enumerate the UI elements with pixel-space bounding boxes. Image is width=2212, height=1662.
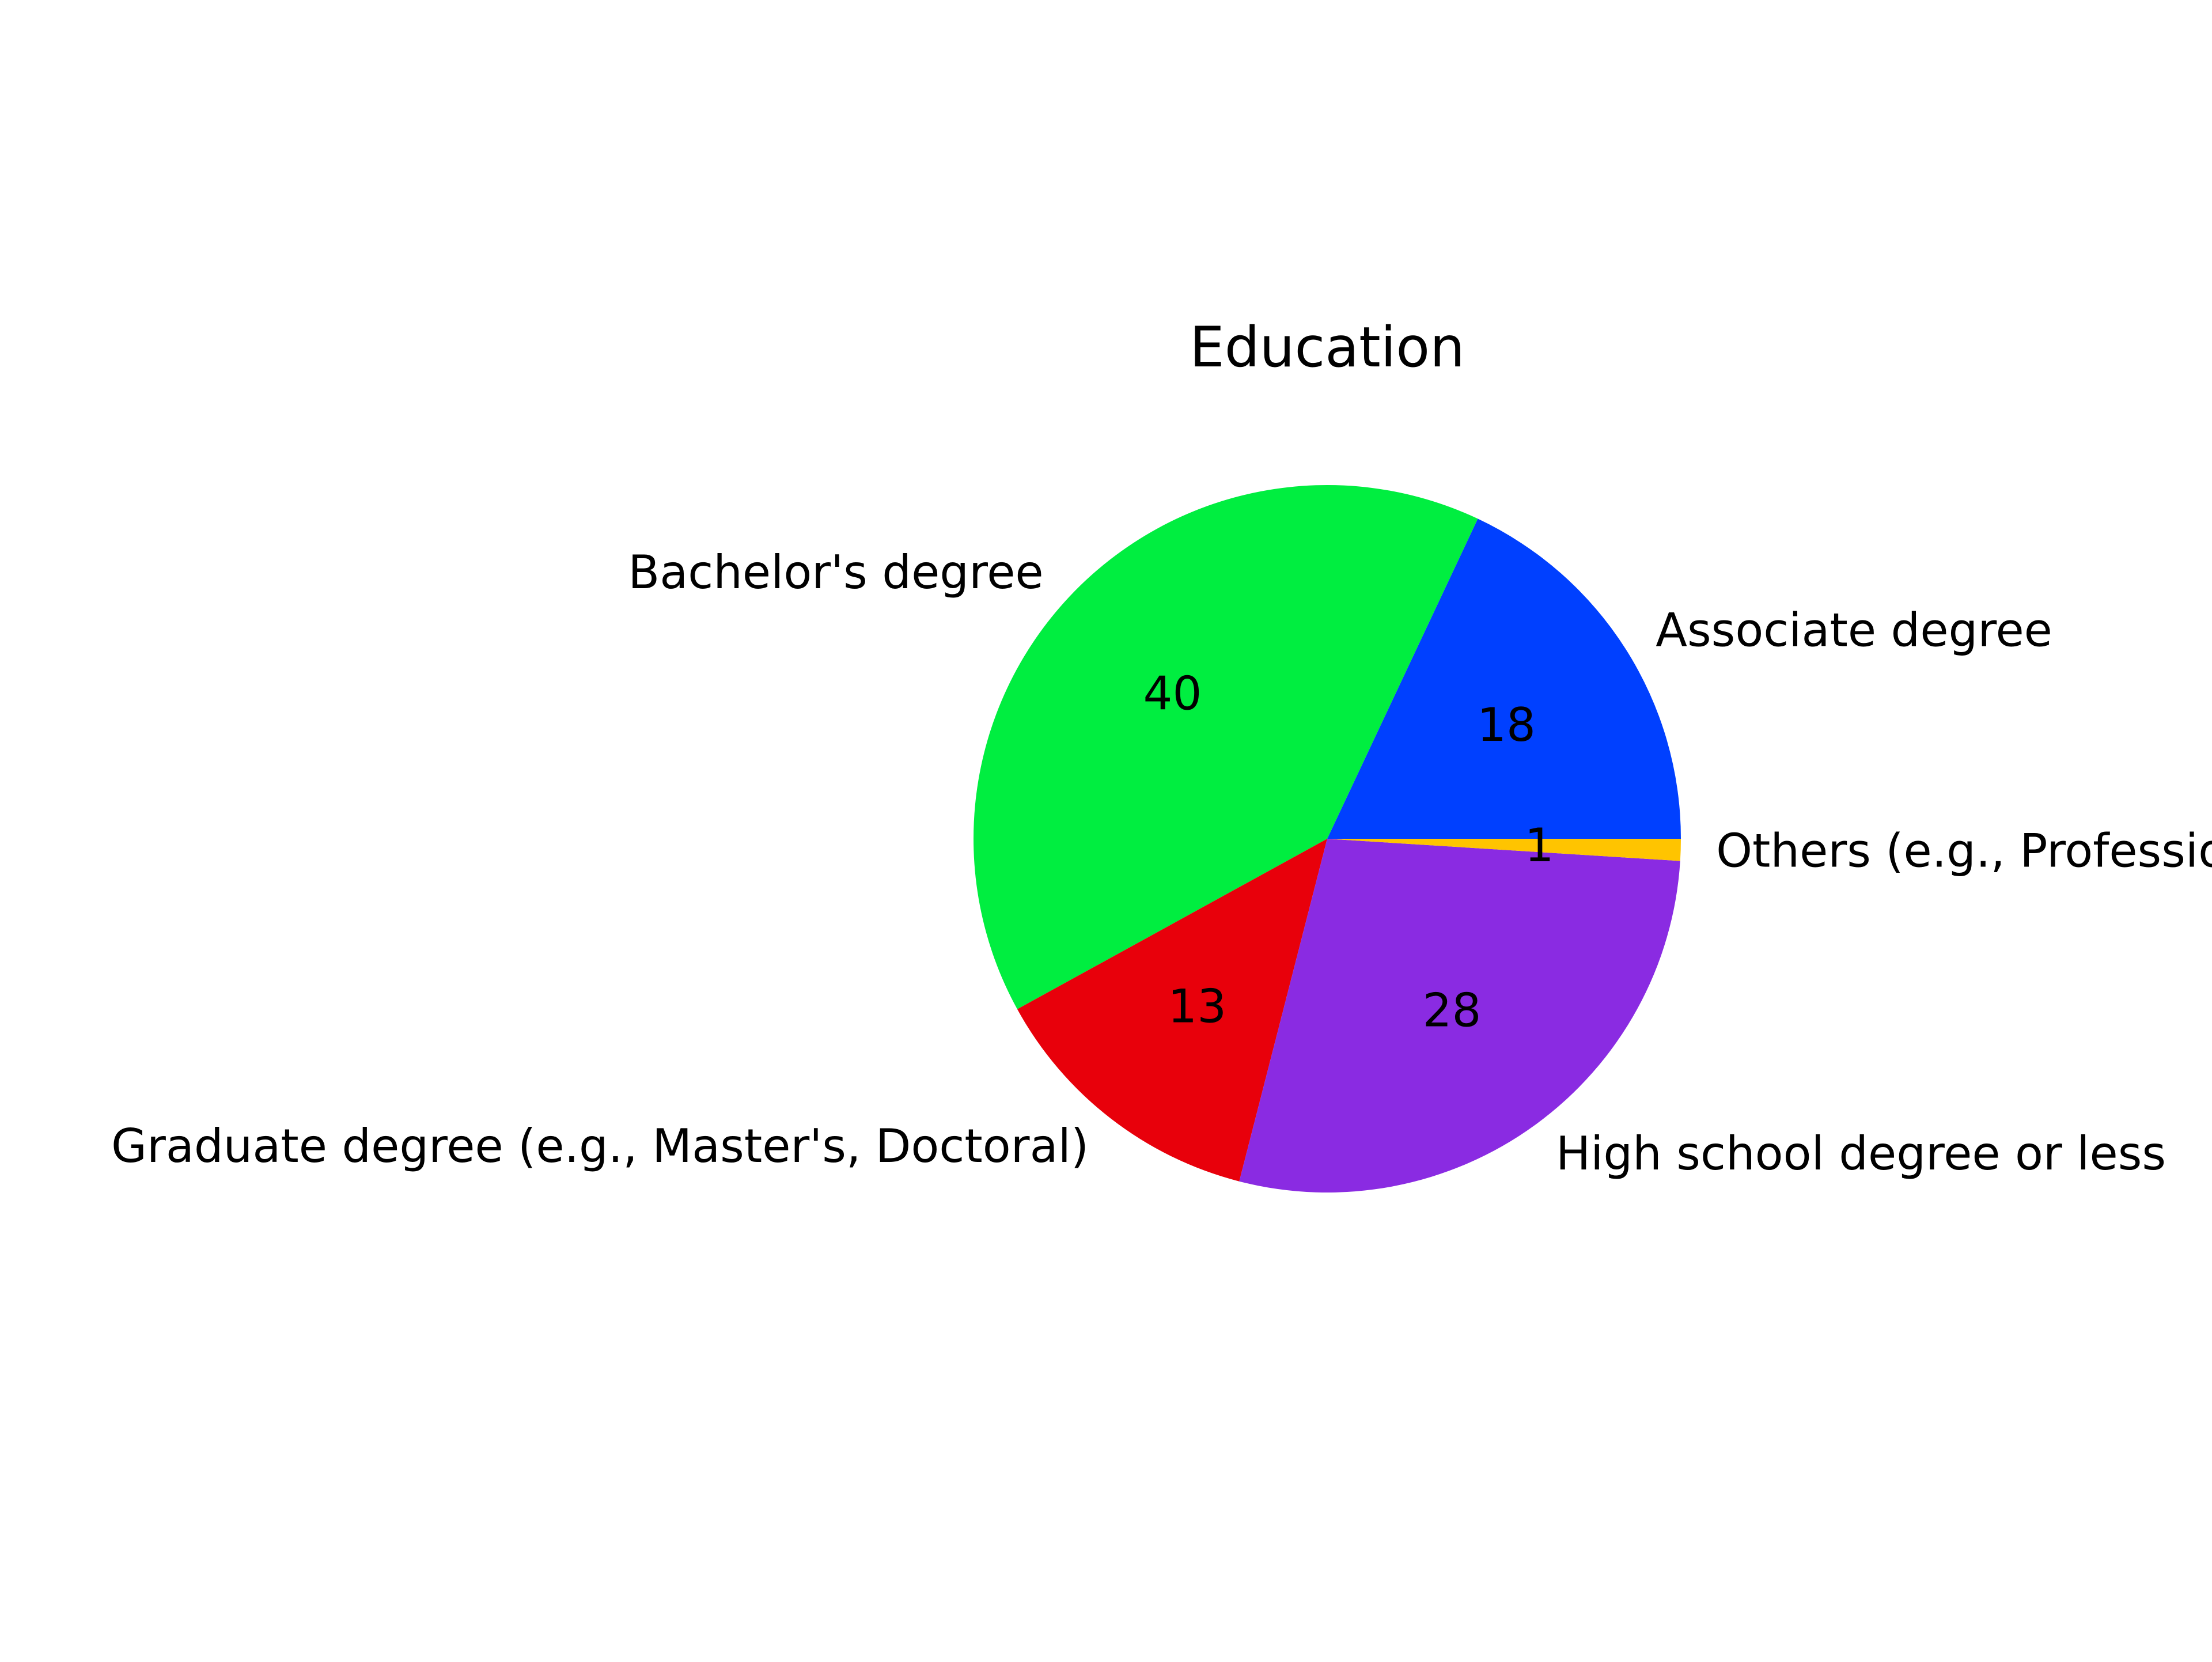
pie-slice-others-e-g-professional-degree bbox=[1327, 839, 1681, 861]
pie-slice-high-school-degree-or-less bbox=[1239, 839, 1680, 1192]
category-label-bachelor-s-degree: Bachelor's degree bbox=[628, 546, 1043, 599]
labels-layer: 18 Associate degree 40 Bachelor's degree 13 G… bbox=[111, 546, 2212, 1180]
category-label-graduate-degree-e-g-master-s-doctoral: Graduate degree (e.g., Master's, Doctora… bbox=[111, 1119, 1089, 1173]
pie-slice-associate-degree bbox=[1327, 518, 1681, 839]
chart-title: Education bbox=[1190, 315, 1465, 380]
value-label-high-school-degree-or-less: 28 bbox=[1423, 984, 1482, 1038]
slices-layer bbox=[974, 484, 1681, 1192]
category-label-others-e-g-professional-degree: Others (e.g., Professional degree) bbox=[1716, 824, 2212, 878]
category-label-high-school-degree-or-less: High school degree or less bbox=[1556, 1127, 2166, 1180]
value-label-associate-degree: 18 bbox=[1477, 698, 1536, 752]
value-label-graduate-degree-e-g-master-s-doctoral: 13 bbox=[1168, 980, 1226, 1033]
pie-slice-bachelor-s-degree bbox=[974, 484, 1478, 1009]
value-label-others-e-g-professional-degree: 1 bbox=[1525, 819, 1554, 872]
value-label-bachelor-s-degree: 40 bbox=[1143, 667, 1202, 720]
pie-slice-graduate-degree-e-g-master-s-doctoral bbox=[1017, 839, 1327, 1182]
category-label-associate-degree: Associate degree bbox=[1656, 604, 2052, 657]
